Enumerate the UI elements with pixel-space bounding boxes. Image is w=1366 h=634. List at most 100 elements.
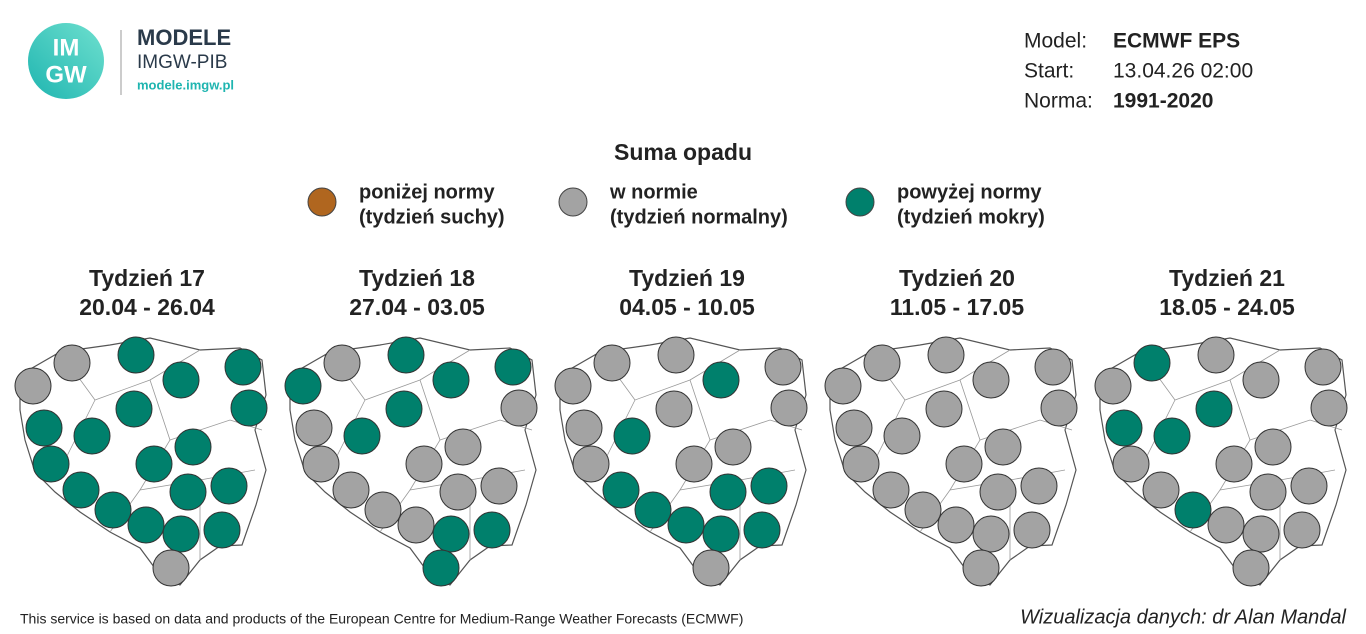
region-marker (1310, 389, 1348, 427)
region-marker (25, 409, 63, 447)
region-marker (323, 344, 361, 382)
region-marker (385, 390, 423, 428)
legend-label: poniżej normy (359, 181, 495, 203)
region-marker (984, 428, 1022, 466)
legend-label: (tydzień normalny) (610, 206, 788, 228)
region-marker (835, 409, 873, 447)
region-marker (94, 491, 132, 529)
legend-swatch (307, 187, 337, 217)
legend-label: w normie (609, 181, 698, 203)
region-marker (1112, 445, 1150, 483)
region-marker (32, 445, 70, 483)
region-marker (432, 515, 470, 553)
region-marker (1254, 428, 1292, 466)
region-marker (1040, 389, 1078, 427)
region-marker (702, 515, 740, 553)
region-marker (210, 467, 248, 505)
region-marker (1142, 471, 1180, 509)
region-marker (422, 549, 460, 587)
region-marker (1242, 361, 1280, 399)
region-marker (1197, 336, 1235, 374)
region-marker (743, 511, 781, 549)
region-marker (1232, 549, 1270, 587)
region-marker (224, 348, 262, 386)
region-marker (554, 367, 592, 405)
region-marker (1105, 409, 1143, 447)
logo-text: IM (53, 34, 80, 61)
region-marker (332, 471, 370, 509)
week-dates: 04.05 - 10.05 (619, 294, 755, 320)
region-marker (692, 549, 730, 587)
info-label: Norma: (1024, 90, 1093, 113)
region-marker (284, 367, 322, 405)
region-marker (62, 471, 100, 509)
region-marker (1034, 348, 1072, 386)
week-title: Tydzień 20 (899, 265, 1015, 291)
region-marker (709, 473, 747, 511)
region-marker (387, 336, 425, 374)
region-marker (1283, 511, 1321, 549)
region-marker (863, 344, 901, 382)
region-marker (1249, 473, 1287, 511)
url: modele.imgw.pl (137, 77, 234, 92)
region-marker (979, 473, 1017, 511)
region-marker (364, 491, 402, 529)
region-marker (405, 445, 443, 483)
region-marker (927, 336, 965, 374)
region-marker (770, 389, 808, 427)
region-marker (572, 445, 610, 483)
region-marker (1207, 506, 1245, 544)
legend-label: (tydzień mokry) (897, 206, 1045, 228)
region-marker (230, 389, 268, 427)
region-marker (169, 473, 207, 511)
region-marker (937, 506, 975, 544)
region-marker (174, 428, 212, 466)
week-title: Tydzień 19 (629, 265, 745, 291)
region-marker (750, 467, 788, 505)
info-value: 13.04.26 02:00 (1113, 60, 1253, 83)
region-marker (1304, 348, 1342, 386)
region-marker (432, 361, 470, 399)
region-marker (115, 390, 153, 428)
region-marker (714, 428, 752, 466)
info-label: Model: (1024, 30, 1087, 53)
region-marker (872, 471, 910, 509)
region-marker (1195, 390, 1233, 428)
brand: MODELE (137, 25, 231, 50)
legend-label: powyżej normy (897, 181, 1042, 203)
region-marker (343, 417, 381, 455)
week-dates: 27.04 - 03.05 (349, 294, 485, 320)
region-marker (444, 428, 482, 466)
week-title: Tydzień 18 (359, 265, 475, 291)
region-marker (945, 445, 983, 483)
region-marker (162, 515, 200, 553)
region-marker (1290, 467, 1328, 505)
region-marker (1215, 445, 1253, 483)
region-marker (135, 445, 173, 483)
brand-sub: IMGW-PIB (137, 52, 227, 73)
region-marker (302, 445, 340, 483)
region-marker (1133, 344, 1171, 382)
region-marker (972, 515, 1010, 553)
region-marker (883, 417, 921, 455)
region-marker (904, 491, 942, 529)
region-marker (117, 336, 155, 374)
region-marker (655, 390, 693, 428)
region-marker (1153, 417, 1191, 455)
week-dates: 18.05 - 24.05 (1159, 294, 1295, 320)
region-marker (1094, 367, 1132, 405)
region-marker (565, 409, 603, 447)
region-marker (657, 336, 695, 374)
region-marker (162, 361, 200, 399)
region-marker (824, 367, 862, 405)
title: Suma opadu (614, 139, 752, 165)
region-marker (675, 445, 713, 483)
region-marker (14, 367, 52, 405)
region-marker (439, 473, 477, 511)
region-marker (972, 361, 1010, 399)
legend-swatch (558, 187, 588, 217)
region-marker (53, 344, 91, 382)
region-marker (842, 445, 880, 483)
footer-credit: Wizualizacja danych: dr Alan Mandal (1020, 606, 1346, 628)
